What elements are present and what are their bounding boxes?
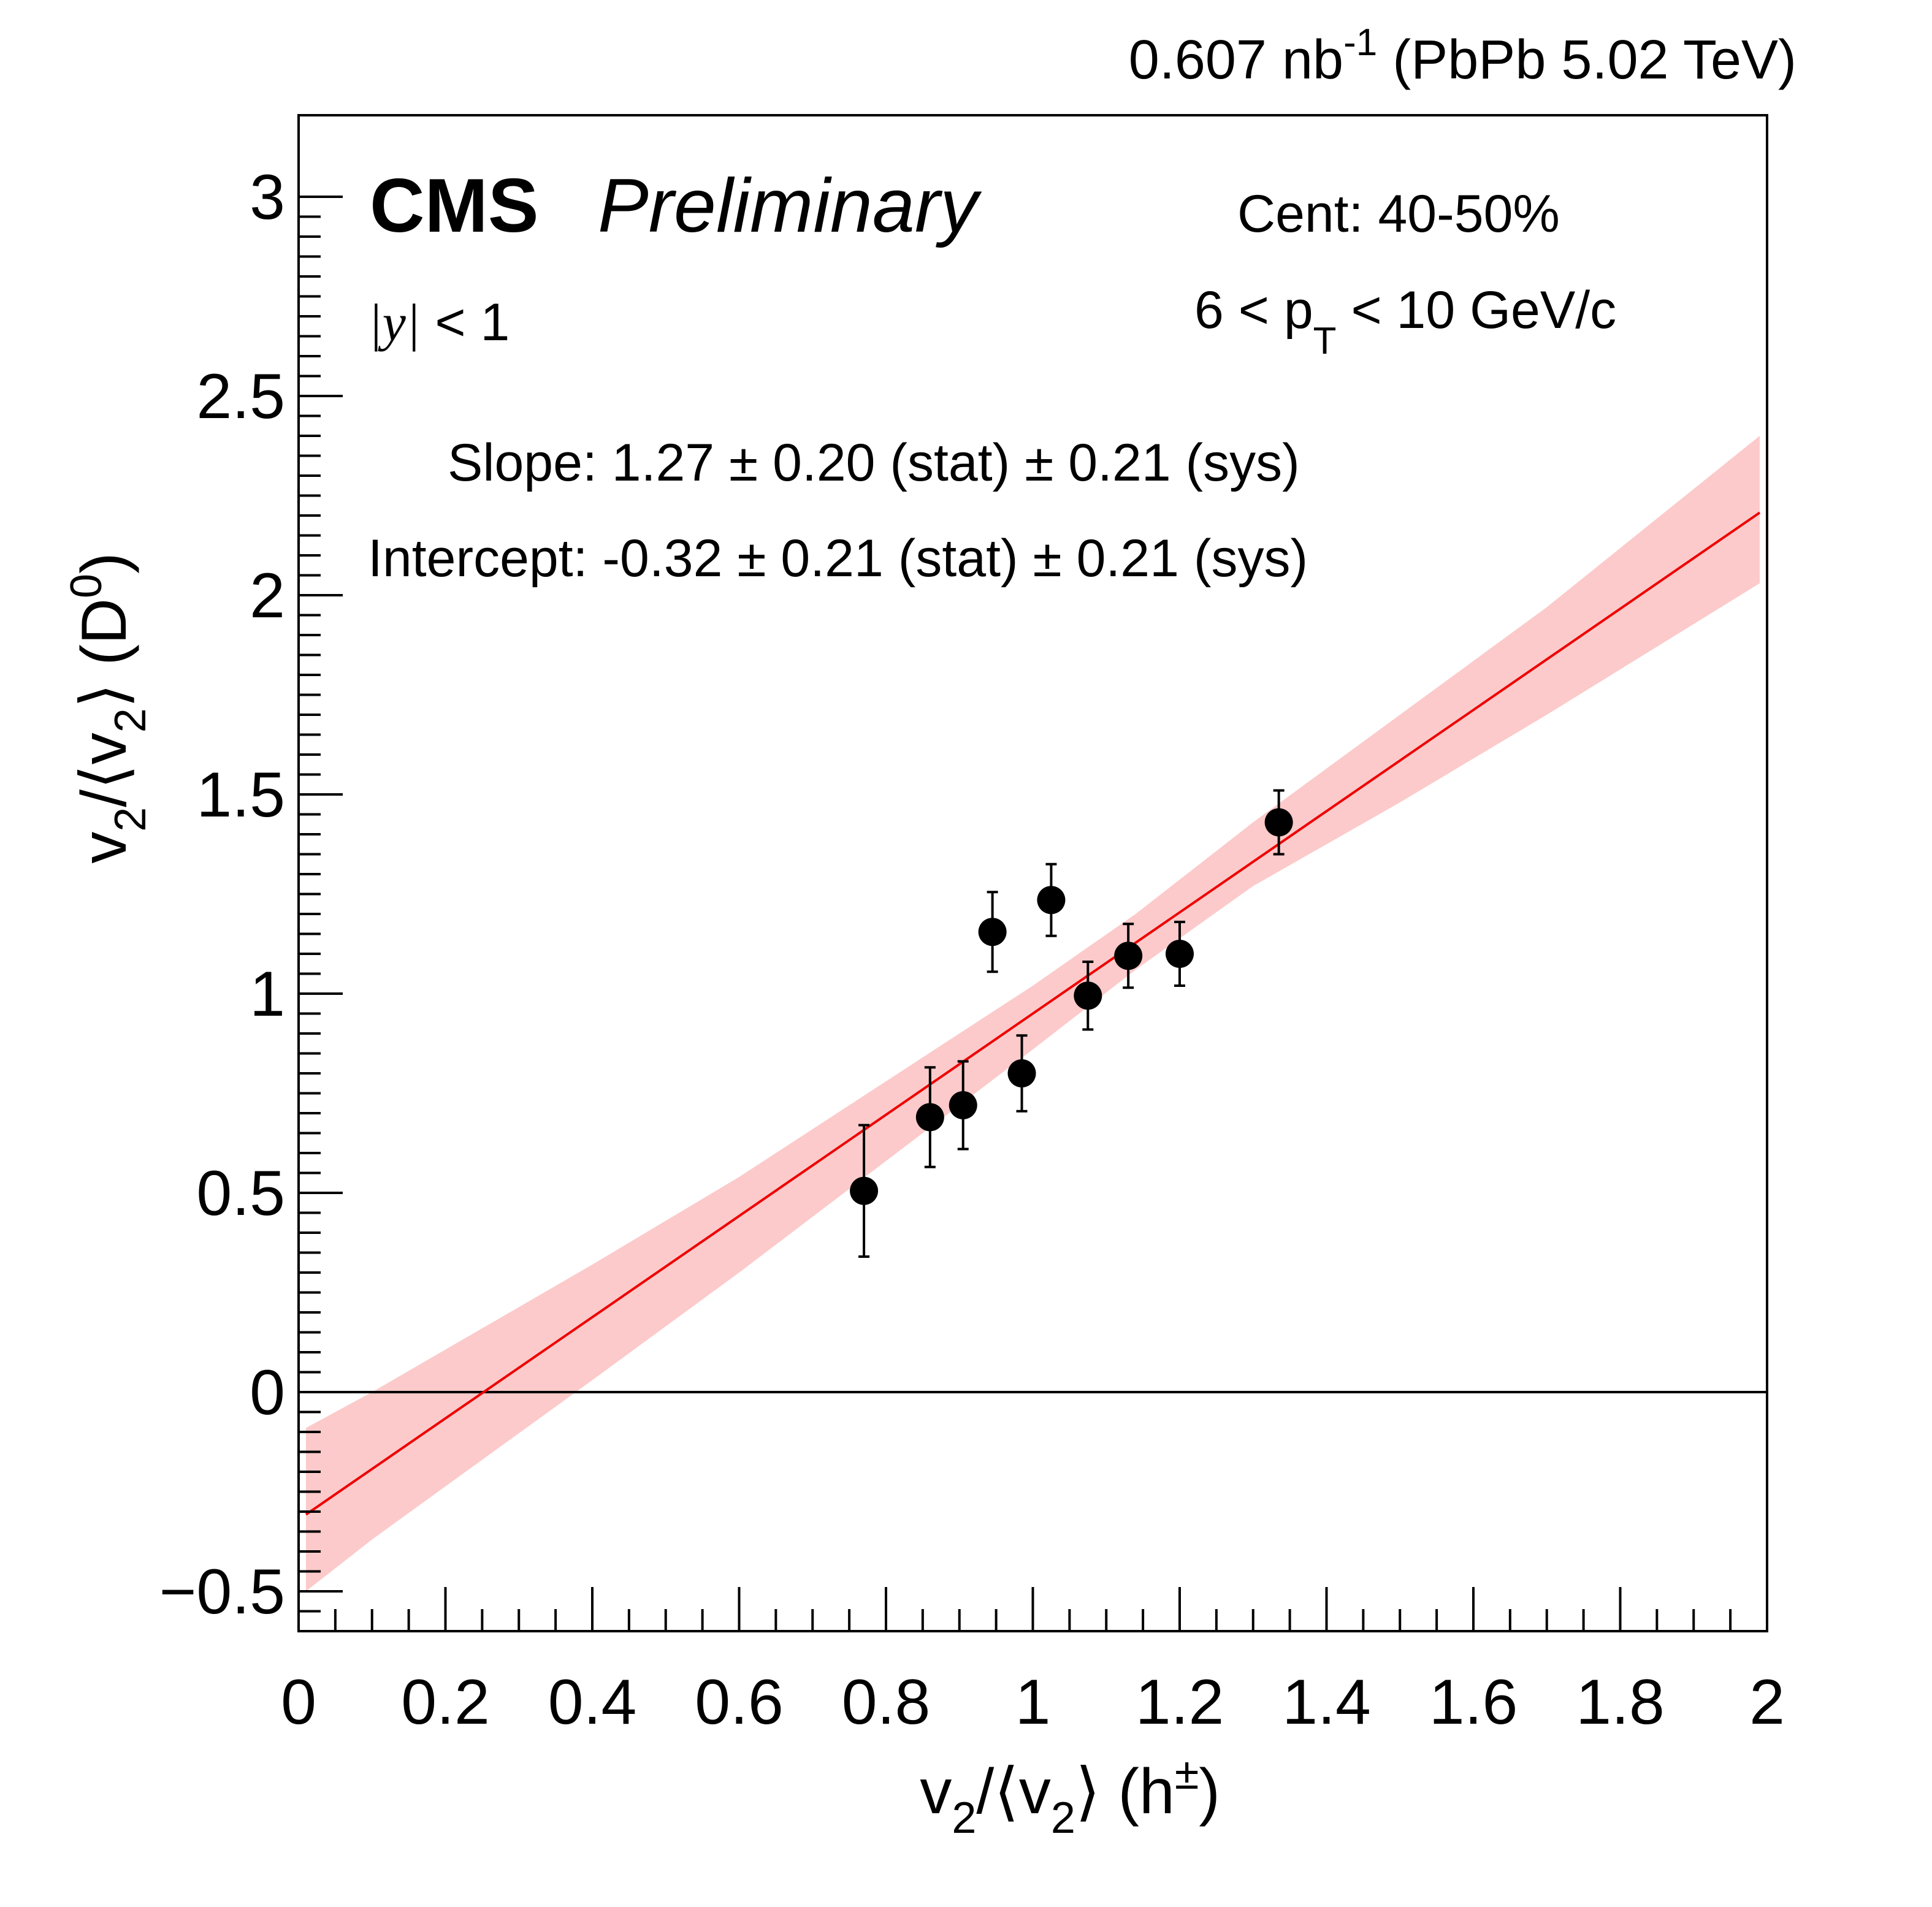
y-axis-ticks [299,196,343,1613]
slope-label: Slope: 1.27 ± 0.20 (stat) ± 0.21 (sys) [448,433,1300,492]
x-tick-label-4: 0.8 [842,1667,931,1738]
x-axis-ticks [297,1587,1768,1631]
data-points [850,789,1293,1258]
data-point-10 [1264,808,1293,837]
data-point-2 [915,1103,944,1132]
lumi-superscript: -1 [1343,21,1377,64]
y-tick-label-2: 0.5 [196,1158,285,1229]
y-tick-label-5: 2 [250,560,285,631]
x-axis-tick-labels: 0 0.2 0.4 0.6 0.8 1 1.2 1.4 1.6 1.8 2 [281,1667,1785,1738]
data-point-8 [1114,942,1143,970]
x-tick-label-9: 1.8 [1576,1667,1665,1738]
lumi-label: 0.607 nb-1 (PbPb 5.02 TeV) [1129,21,1796,91]
x-tick-label-8: 1.6 [1429,1667,1518,1738]
pt-subscript: T [1313,320,1337,362]
y-tick-label-7: 3 [250,162,285,233]
x-tick-label-1: 0.2 [401,1667,490,1738]
data-point-7 [1074,981,1102,1010]
x-tick-label-6: 1.2 [1136,1667,1224,1738]
rapidity-label: |y| < 1 [368,293,510,352]
data-point-5 [1007,1059,1036,1087]
y-tick-label-1: 0 [250,1357,285,1428]
data-point-4 [978,918,1007,946]
y-tick-label-0: −0.5 [159,1556,285,1627]
experiment-label: CMS [370,164,539,248]
x-tick-label-2: 0.4 [548,1667,637,1738]
centrality-label: Cent: 40-50% [1237,185,1560,243]
x-tick-label-7: 1.4 [1282,1667,1371,1738]
data-point-3 [949,1091,977,1119]
status-label: Preliminary [598,164,982,248]
data-point-6 [1037,886,1066,915]
x-tick-label-10: 2 [1749,1667,1785,1738]
y-axis-tick-labels: −0.5 0 0.5 1 1.5 2 2.5 3 [159,162,285,1627]
pt-range-label: 6 < pT < 10 GeV/c [1194,281,1616,362]
y-tick-label-3: 1 [250,959,285,1030]
data-point-1 [850,1176,879,1205]
x-tick-label-0: 0 [281,1667,316,1738]
y-tick-label-4: 1.5 [196,759,285,831]
x-tick-label-5: 1 [1015,1667,1051,1738]
y-tick-label-6: 2.5 [196,361,285,432]
intercept-label: Intercept: -0.32 ± 0.21 (stat) ± 0.21 (s… [368,529,1308,588]
y-axis-title: v2/⟨v2⟩ (D0) [62,552,155,863]
x-tick-label-3: 0.6 [695,1667,784,1738]
data-point-9 [1166,940,1194,968]
fit-line [305,511,1761,1516]
x-axis-title: v2/⟨v2⟩ (h±) [920,1749,1220,1843]
